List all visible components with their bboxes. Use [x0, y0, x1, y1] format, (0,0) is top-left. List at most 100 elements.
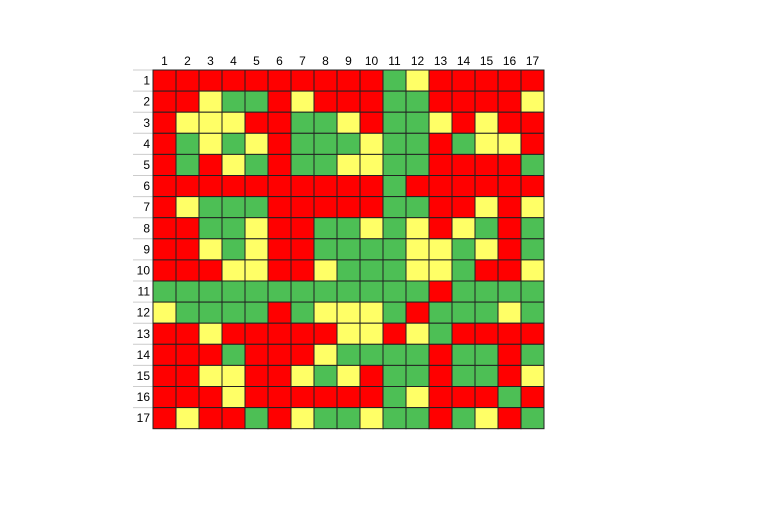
heatmap-cell [520, 259, 545, 282]
heatmap-cell [497, 364, 522, 387]
column-label: 14 [457, 54, 471, 68]
heatmap-cell [474, 111, 499, 134]
heatmap-cell [336, 175, 361, 198]
heatmap-cell [244, 196, 269, 219]
heatmap-cell [359, 90, 384, 113]
heatmap-cell [221, 175, 246, 198]
heatmap-cell [474, 280, 499, 303]
heatmap-cell [313, 153, 338, 176]
heatmap-cell [336, 111, 361, 134]
heatmap-cell [244, 175, 269, 198]
heatmap-cell [336, 280, 361, 303]
heatmap-cell [359, 343, 384, 366]
row-label: 12 [137, 306, 151, 320]
heatmap-cell [382, 175, 407, 198]
heatmap-cell [244, 364, 269, 387]
heatmap-cell [474, 301, 499, 324]
heatmap-cell [313, 301, 338, 324]
heatmap-cell [221, 301, 246, 324]
heatmap-cell [175, 407, 200, 430]
heatmap-cell [267, 259, 292, 282]
column-label: 1 [161, 54, 168, 68]
heatmap-cell [336, 69, 361, 92]
heatmap-cell [175, 364, 200, 387]
heatmap-cell [313, 90, 338, 113]
heatmap-cell [198, 322, 223, 345]
heatmap-cell [405, 343, 430, 366]
heatmap-cell [474, 90, 499, 113]
heatmap-cell [221, 111, 246, 134]
heatmap-cell [152, 196, 177, 219]
column-label: 11 [388, 54, 401, 68]
heatmap-cell [175, 280, 200, 303]
heatmap-cell [405, 69, 430, 92]
heatmap-cell [497, 111, 522, 134]
heatmap-cell [267, 90, 292, 113]
heatmap-cell [474, 364, 499, 387]
column-labels: 1 2 3 4 5 6 7 8 9 10 11 12 13 14 15 16 17 [161, 54, 539, 68]
heatmap-cell [313, 343, 338, 366]
heatmap-cell [382, 280, 407, 303]
heatmap-cell [175, 217, 200, 240]
heatmap-cell [175, 386, 200, 409]
heatmap-cell [520, 280, 545, 303]
heatmap-cell [198, 386, 223, 409]
column-label: 15 [480, 54, 494, 68]
heatmap-cell [428, 407, 453, 430]
heatmap-cell [313, 69, 338, 92]
heatmap-cell [313, 217, 338, 240]
heatmap-cell [359, 132, 384, 155]
heatmap-cell [451, 364, 476, 387]
heatmap-cell [451, 111, 476, 134]
heatmap-cell [175, 238, 200, 261]
heatmap-cell [267, 217, 292, 240]
row-label: 17 [137, 411, 151, 425]
heatmap-cell [451, 343, 476, 366]
heatmap-cell [267, 175, 292, 198]
heatmap-cell [152, 364, 177, 387]
heatmap-cell [474, 259, 499, 282]
heatmap-cell [313, 111, 338, 134]
heatmap-cell [152, 343, 177, 366]
heatmap-cell [244, 301, 269, 324]
heatmap-cell [336, 364, 361, 387]
heatmap-cell [359, 175, 384, 198]
heatmap-cell [221, 238, 246, 261]
heatmap-cell [451, 153, 476, 176]
heatmap-cell [451, 322, 476, 345]
heatmap-cell [382, 90, 407, 113]
heatmap-cell [405, 386, 430, 409]
heatmap-cell [336, 90, 361, 113]
heatmap-cell [152, 259, 177, 282]
heatmap-cell [221, 322, 246, 345]
heatmap-cell [474, 132, 499, 155]
heatmap-cell [290, 217, 315, 240]
heatmap-cell [359, 259, 384, 282]
row-label: 14 [137, 348, 151, 362]
heatmap-cell [336, 259, 361, 282]
heatmap-cell [359, 153, 384, 176]
column-label: 8 [322, 54, 329, 68]
heatmap-cell [497, 153, 522, 176]
heatmap-cell [359, 407, 384, 430]
heatmap-cell [474, 153, 499, 176]
heatmap-cell [428, 280, 453, 303]
heatmap-cell [313, 280, 338, 303]
heatmap-cells [152, 69, 545, 430]
heatmap-cell [359, 386, 384, 409]
heatmap-cell [152, 217, 177, 240]
heatmap-cell [520, 90, 545, 113]
row-label: 5 [143, 158, 150, 172]
heatmap-cell [405, 280, 430, 303]
heatmap-cell [382, 343, 407, 366]
heatmap-cell [474, 69, 499, 92]
heatmap-cell [520, 322, 545, 345]
heatmap-cell [382, 238, 407, 261]
heatmap-cell [313, 238, 338, 261]
column-label: 4 [230, 54, 237, 68]
heatmap-cell [244, 90, 269, 113]
heatmap-cell [152, 407, 177, 430]
heatmap-cell [428, 90, 453, 113]
heatmap-cell [198, 343, 223, 366]
heatmap-cell [520, 301, 545, 324]
